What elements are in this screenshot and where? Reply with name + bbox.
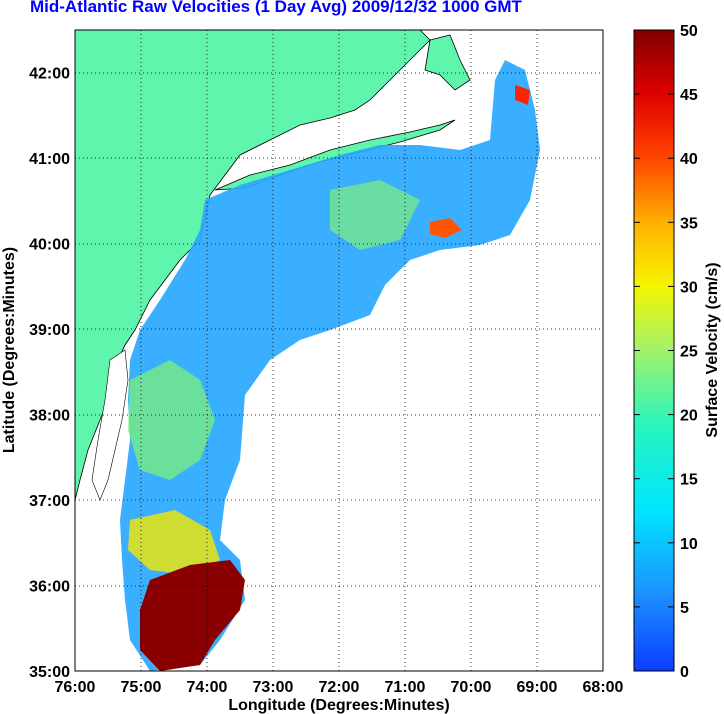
lon-tick-label: 70:00 xyxy=(451,679,492,696)
lon-tick-label: 76:00 xyxy=(55,679,96,696)
lon-tick-label: 71:00 xyxy=(385,679,426,696)
x-axis-label: Longitude (Degrees:Minutes) xyxy=(228,697,449,714)
lon-tick-label: 75:00 xyxy=(121,679,162,696)
land-delmarva xyxy=(91,349,129,501)
y-axis-label: Latitude (Degrees:Minutes) xyxy=(1,247,18,453)
colorbar-tick-label: 50 xyxy=(680,23,698,40)
colorbar-tick-label: 10 xyxy=(680,536,698,553)
lat-tick-label: 38:00 xyxy=(29,408,70,425)
colorbar-tick-label: 5 xyxy=(680,600,689,617)
grid xyxy=(75,30,603,671)
lat-tick-label: 39:00 xyxy=(29,322,70,339)
lon-tick-label: 74:00 xyxy=(187,679,228,696)
plot-frame xyxy=(74,29,604,672)
colorbar-tick-label: 20 xyxy=(680,408,698,425)
lon-tick-label: 72:00 xyxy=(319,679,360,696)
colorbar-tick-label: 35 xyxy=(680,215,698,232)
colorbar xyxy=(633,29,675,672)
colorbar-label: Surface Velocity (cm/s) xyxy=(704,262,721,437)
lat-tick-label: 35:00 xyxy=(29,664,70,681)
lat-tick-labels: 35:00 36:00 37:00 38:00 39:00 40:00 41:00 42:00 xyxy=(29,66,70,681)
lon-tick-label: 68:00 xyxy=(583,679,624,696)
colorbar-tick-label: 40 xyxy=(680,151,698,168)
colorbar-tick-label: 25 xyxy=(680,344,698,361)
velocity-field-green-north xyxy=(330,180,420,250)
lon-tick-labels: 76:00 75:00 74:00 73:00 72:00 71:00 70:00 69:00… xyxy=(55,679,624,696)
lat-tick-label: 36:00 xyxy=(29,579,70,596)
page-title: Mid-Atlantic Raw Velocities (1 Day Avg) … xyxy=(30,0,522,16)
colorbar-tick-label: 45 xyxy=(680,87,698,104)
lat-tick-label: 37:00 xyxy=(29,493,70,510)
land-cape-cod xyxy=(424,34,471,91)
lon-tick-label: 73:00 xyxy=(253,679,294,696)
colorbar-tick-label: 30 xyxy=(680,279,698,296)
colorbar-tick-label: 15 xyxy=(680,472,698,489)
lat-tick-label: 41:00 xyxy=(29,151,70,168)
velocity-field-red-ne xyxy=(515,85,530,105)
colorbar-tick-label: 0 xyxy=(680,664,689,681)
velocity-field xyxy=(120,60,540,671)
lat-tick-label: 40:00 xyxy=(29,237,70,254)
colorbar-tick-labels: 0 5 10 15 20 25 30 35 40 45 50 xyxy=(634,23,698,681)
velocity-field-green xyxy=(128,360,215,480)
lon-tick-label: 69:00 xyxy=(517,679,558,696)
velocity-field-red-mid xyxy=(430,218,462,238)
velocity-field-red-south xyxy=(140,560,245,671)
lat-tick-label: 42:00 xyxy=(29,66,70,83)
velocity-field-yellow xyxy=(128,510,220,575)
